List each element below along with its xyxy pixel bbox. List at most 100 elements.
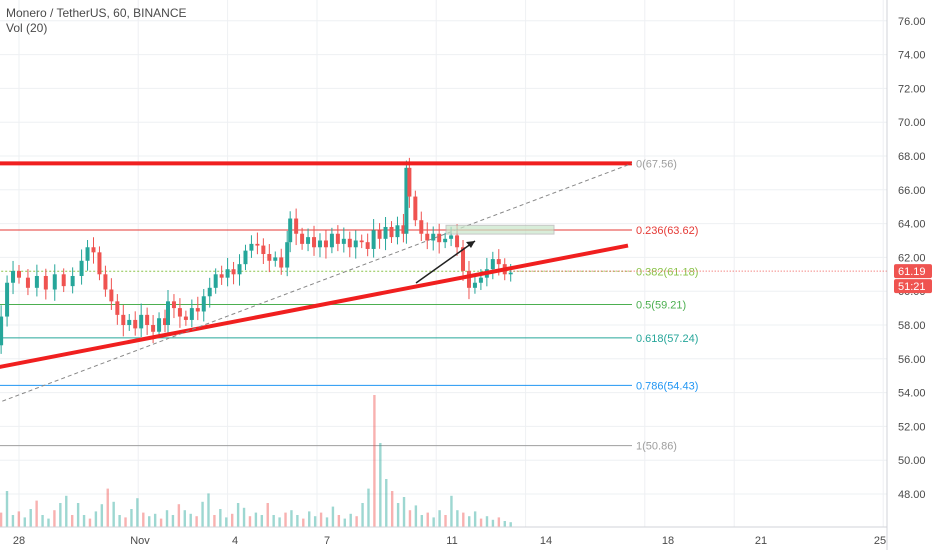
candle-body: [171, 301, 176, 309]
candle-body: [201, 296, 206, 312]
candle-body: [183, 316, 188, 320]
candle-body: [34, 275, 39, 288]
volume-bar: [112, 501, 115, 527]
candle-body: [496, 259, 501, 265]
volume-bar: [432, 517, 435, 527]
volume-bar: [225, 517, 228, 527]
y-axis-tick-label: 56.00: [898, 354, 926, 366]
volume-bar: [456, 510, 459, 527]
y-axis-tick-label: 48.00: [898, 489, 926, 501]
y-axis-tick-label: 50.00: [898, 455, 926, 467]
fib-level-label: 0.382(61.18): [636, 266, 698, 278]
trendline: [0, 162, 633, 403]
volume-bar: [331, 506, 335, 527]
candle-body: [17, 270, 21, 278]
y-axis-tick-label: 74.00: [898, 50, 926, 62]
volume-bar: [260, 515, 264, 527]
volume-bar: [278, 517, 281, 527]
last-price-tag-label: 61.19: [898, 266, 926, 278]
candle-body: [404, 167, 409, 234]
volume-bar: [503, 521, 506, 527]
volume-bar: [385, 479, 388, 527]
volume-bar: [76, 503, 80, 527]
volume-bar: [272, 515, 275, 527]
candle-body: [79, 260, 84, 276]
fib-level-label: 0(67.56): [636, 158, 677, 170]
volume-bar: [11, 515, 15, 527]
candle-body: [61, 274, 66, 287]
candle-body: [157, 318, 162, 332]
volume-bar: [118, 515, 121, 527]
candle-body: [323, 240, 328, 248]
volume-bar: [5, 491, 9, 527]
volume-bar: [444, 515, 447, 527]
candle-body: [341, 238, 346, 244]
volume-bar: [17, 511, 21, 527]
y-axis-tick-label: 66.00: [898, 185, 926, 197]
candle-body: [255, 243, 260, 246]
volume-bar: [396, 503, 400, 527]
x-axis-tick-label: 7: [324, 535, 330, 547]
candle-body: [151, 325, 156, 332]
candle-body: [312, 237, 317, 248]
countdown-tag: [894, 279, 932, 294]
x-axis-tick-label: 21: [755, 535, 767, 547]
candle-body: [103, 274, 108, 290]
candle-body: [279, 257, 284, 268]
x-axis-tick-label: Nov: [130, 535, 150, 547]
candle-body: [219, 274, 224, 278]
volume-bar: [450, 495, 453, 527]
x-axis-tick-label: 4: [232, 535, 238, 547]
fib-level-label: 0.236(63.62): [636, 225, 698, 237]
volume-bar: [438, 510, 441, 527]
candle-body: [145, 314, 150, 325]
volume-bar: [82, 515, 86, 527]
candle-body: [231, 269, 236, 275]
candle-body: [377, 230, 382, 239]
candle-body: [127, 319, 132, 325]
candle-body: [166, 301, 170, 325]
volume-bar: [189, 513, 192, 527]
candle-body: [294, 218, 299, 234]
target-zone: [445, 224, 555, 235]
volume-bar: [142, 512, 145, 527]
candle-body: [273, 257, 278, 261]
y-axis-tick-label: 72.00: [898, 83, 926, 95]
volume-bar: [254, 512, 258, 527]
candle-body: [359, 240, 364, 243]
volume-bar: [266, 503, 269, 527]
candle-body: [455, 235, 460, 248]
candle-body: [419, 220, 424, 234]
volume-bar: [367, 488, 370, 527]
y-axis-tick-label: 52.00: [898, 421, 926, 433]
candle-body: [43, 275, 48, 290]
volume-bar: [148, 516, 151, 527]
candle-body: [121, 314, 126, 325]
volume-bar: [361, 503, 364, 527]
volume-bar: [106, 488, 109, 527]
volume-bar: [230, 513, 234, 527]
volume-bar: [242, 507, 246, 527]
volume-bar: [473, 511, 477, 527]
volume-bar: [88, 518, 92, 527]
last-price-tag: [894, 264, 932, 279]
volume-bar: [94, 511, 98, 527]
volume-bar: [171, 515, 175, 527]
candle-body: [472, 282, 477, 288]
candle-body: [306, 237, 311, 244]
candle-body: [425, 233, 430, 241]
volume-bar: [23, 517, 26, 527]
volume-bar: [373, 395, 376, 527]
volume-bar: [343, 518, 346, 527]
volume-bar: [379, 443, 382, 527]
volume-bar: [402, 497, 406, 527]
symbol-title: Monero / TetherUS, 60, BINANCE: [6, 6, 187, 20]
candle-body: [213, 274, 218, 288]
candle-body: [139, 314, 144, 329]
volume-bar: [183, 510, 186, 527]
volume-bar: [70, 515, 74, 527]
candle-body: [5, 282, 10, 317]
volume-bar: [195, 516, 198, 527]
